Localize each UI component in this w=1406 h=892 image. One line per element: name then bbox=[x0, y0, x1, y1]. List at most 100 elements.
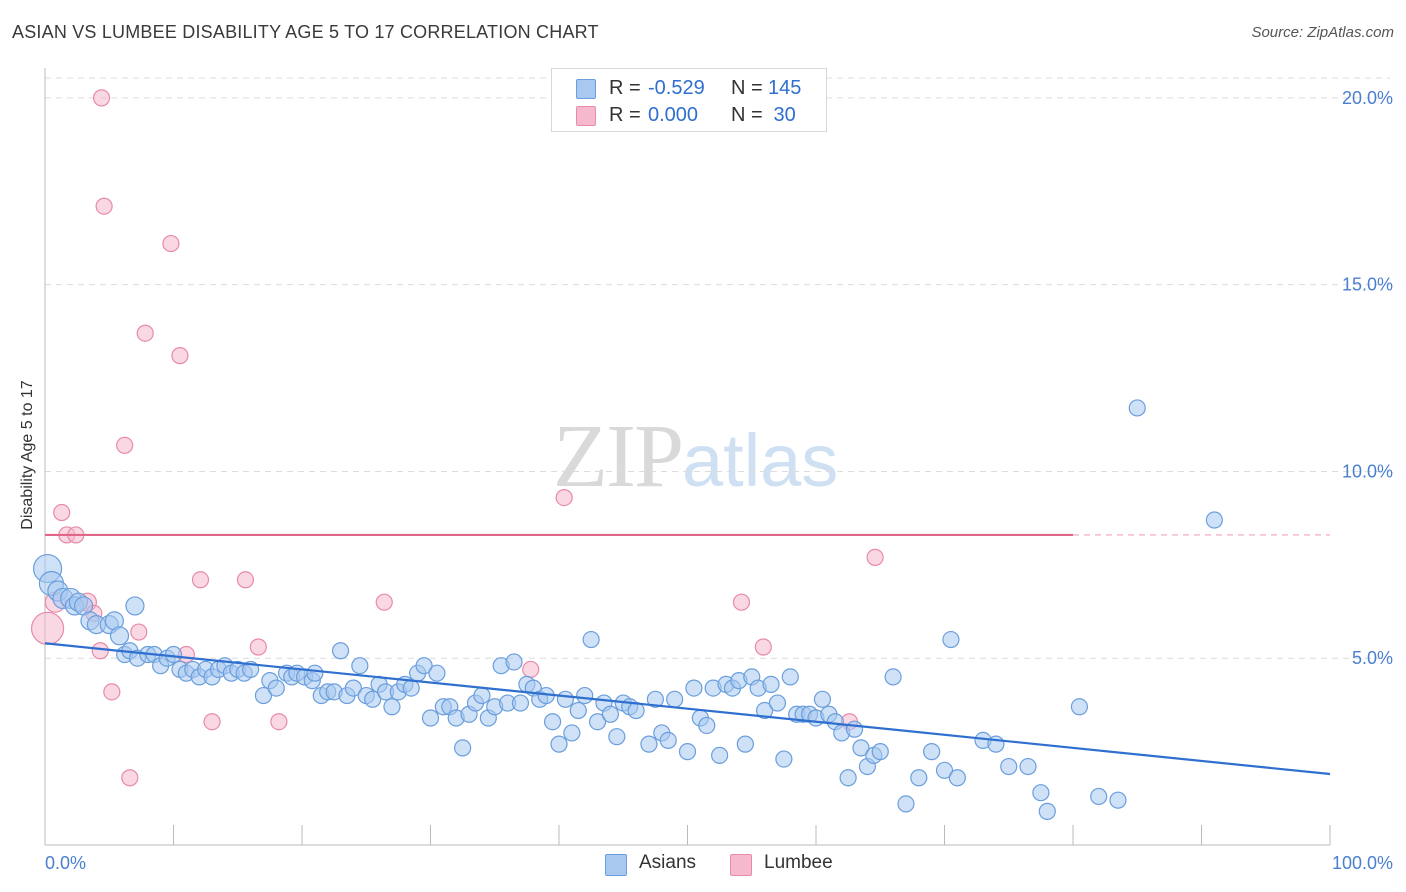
lumbee-point bbox=[203, 713, 221, 731]
data-points bbox=[30, 89, 1223, 820]
lumbee-point bbox=[555, 488, 573, 507]
asian-point bbox=[454, 739, 472, 757]
asian-point bbox=[505, 653, 523, 671]
lumbee-point bbox=[103, 683, 121, 701]
asian-point bbox=[601, 705, 620, 723]
axes bbox=[44, 68, 1331, 846]
asian-point bbox=[948, 769, 966, 787]
n-label: N = bbox=[731, 77, 763, 99]
r-value: -0.529 bbox=[648, 77, 705, 99]
lumbee-swatch bbox=[576, 106, 596, 126]
chart-title: ASIAN VS LUMBEE DISABILITY AGE 5 TO 17 C… bbox=[12, 22, 599, 42]
asian-point bbox=[608, 728, 626, 746]
lumbee-point bbox=[375, 593, 393, 611]
r-value: 0.000 bbox=[648, 104, 699, 126]
asian-point bbox=[923, 743, 941, 761]
asian-point bbox=[736, 735, 754, 753]
asian-point bbox=[428, 664, 446, 682]
asian-point bbox=[582, 630, 600, 649]
asian-point bbox=[666, 690, 684, 708]
asian-point bbox=[640, 735, 658, 753]
asian-point bbox=[698, 716, 716, 735]
lumbee-point bbox=[162, 234, 180, 253]
lumbee-point bbox=[136, 324, 154, 342]
asian-point bbox=[543, 713, 562, 731]
x-tick-label: 0.0% bbox=[45, 853, 86, 873]
legend-label-lumbee: Lumbee bbox=[764, 852, 833, 873]
asian-point bbox=[845, 720, 864, 738]
asian-point bbox=[1038, 802, 1056, 820]
asian-point bbox=[511, 694, 530, 712]
asian-point bbox=[897, 795, 915, 813]
asian-point bbox=[659, 731, 677, 750]
asian-point bbox=[1032, 784, 1050, 802]
asian-trend-line bbox=[44, 642, 1331, 776]
asian-point bbox=[576, 686, 594, 705]
asian-point bbox=[1090, 787, 1108, 806]
asian-point bbox=[402, 679, 420, 697]
lumbee-point bbox=[171, 347, 189, 365]
legend-label-asians: Asians bbox=[639, 852, 697, 873]
asian-point bbox=[839, 769, 857, 787]
asian-point bbox=[1000, 757, 1018, 776]
asian-point bbox=[678, 743, 697, 761]
asian-point bbox=[762, 675, 780, 693]
asian-point bbox=[768, 694, 787, 712]
asian-point bbox=[267, 679, 285, 697]
asian-point bbox=[569, 701, 587, 720]
asian-point bbox=[364, 690, 382, 708]
y-tick-label: 10.0% bbox=[1342, 461, 1393, 481]
watermark-atlas: atlas bbox=[682, 419, 839, 502]
lumbee-point bbox=[91, 642, 109, 660]
asians-swatch bbox=[576, 79, 596, 99]
y-tick-label: 5.0% bbox=[1352, 648, 1393, 668]
lumbee-point bbox=[754, 638, 772, 656]
asian-point bbox=[125, 596, 145, 616]
y-tick-label: 15.0% bbox=[1342, 275, 1393, 295]
r-label: R = bbox=[609, 77, 641, 99]
source-label: Source: ZipAtlas.com bbox=[1251, 24, 1394, 41]
asian-point bbox=[383, 698, 401, 716]
asian-point bbox=[563, 724, 581, 742]
lumbee-point bbox=[130, 623, 148, 641]
asian-point bbox=[1019, 757, 1037, 776]
asian-point bbox=[550, 735, 568, 753]
asian-point bbox=[351, 657, 369, 675]
lumbee-point bbox=[522, 660, 540, 679]
asian-point bbox=[884, 668, 902, 686]
asian-point bbox=[164, 645, 183, 664]
tick-labels: 5.0% 10.0% 15.0% 20.0% 0.0% 100.0% bbox=[45, 88, 1393, 873]
asian-point bbox=[781, 668, 799, 686]
asian-point bbox=[646, 690, 664, 708]
asian-point bbox=[942, 630, 960, 649]
asian-point bbox=[910, 769, 928, 787]
lumbee-point bbox=[116, 436, 134, 454]
asian-point bbox=[813, 690, 832, 708]
asian-point bbox=[871, 743, 889, 761]
x-tick-label: 100.0% bbox=[1332, 853, 1393, 873]
asian-point bbox=[1205, 511, 1223, 529]
asian-point bbox=[556, 690, 575, 708]
gridlines bbox=[45, 77, 1390, 659]
lumbee-point bbox=[95, 197, 113, 215]
asian-point bbox=[109, 626, 130, 646]
asian-point bbox=[331, 642, 350, 660]
lumbee-point bbox=[121, 769, 139, 787]
asian-point bbox=[775, 750, 793, 768]
asian-point bbox=[306, 664, 324, 682]
n-value: 30 bbox=[768, 104, 796, 126]
lumbee-point bbox=[866, 548, 884, 566]
asian-point bbox=[473, 686, 491, 705]
r-label: R = bbox=[609, 104, 641, 126]
watermark-zip: ZIP bbox=[553, 407, 684, 506]
lumbee-point bbox=[191, 571, 210, 589]
asian-point bbox=[421, 709, 440, 727]
asian-point bbox=[1128, 399, 1146, 417]
asian-point bbox=[588, 713, 607, 731]
lumbee-swatch bbox=[730, 854, 752, 876]
n-label: N = bbox=[731, 104, 763, 126]
asian-point bbox=[1109, 791, 1127, 809]
lumbee-point bbox=[270, 713, 288, 731]
lumbee-point bbox=[53, 503, 71, 522]
